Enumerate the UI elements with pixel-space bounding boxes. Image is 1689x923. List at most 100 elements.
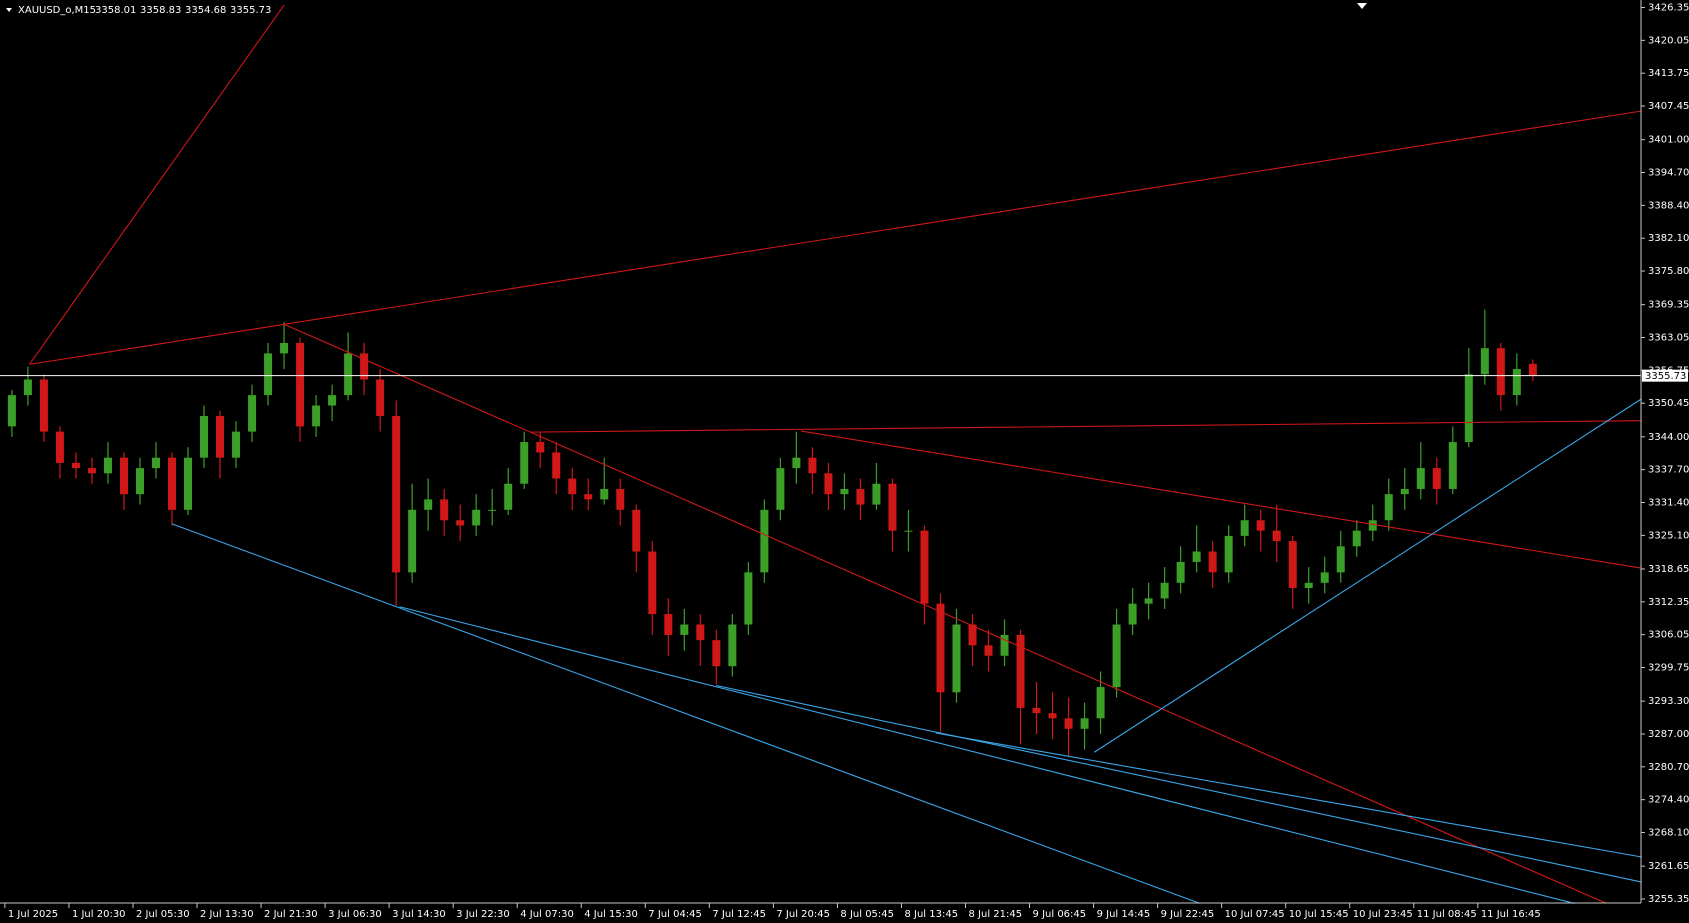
y-tick-label: 3287.00 [1648,729,1689,740]
x-tick-label: 11 Jul 16:45 [1481,909,1541,920]
candle-body [1176,561,1185,583]
candle-body [968,624,977,646]
y-tick-label: 3299.75 [1648,663,1689,674]
x-tick-label: 10 Jul 07:45 [1225,909,1285,920]
y-tick-label: 3369.35 [1648,300,1689,311]
candle-body [1000,634,1009,656]
y-tick-label: 3420.05 [1648,35,1689,46]
y-tick-label: 3274.40 [1648,795,1689,806]
candle-body [616,488,625,510]
candle-body [520,442,529,484]
y-tick-label: 3375.80 [1648,266,1689,277]
menu-arrow[interactable] [6,8,12,12]
candle-body [1480,348,1489,375]
candle-body [312,405,321,427]
candle-body [1304,582,1313,589]
candle-body [536,442,545,453]
candle-body [408,509,417,573]
candle-body [1496,348,1505,396]
candle-body [472,509,481,526]
x-tick-label: 7 Jul 04:45 [648,909,702,920]
trend-line [1093,398,1643,753]
candle-body [856,488,865,505]
candle-body [728,624,737,667]
candle-body [600,488,609,500]
candle-body [1512,369,1521,396]
trend-line [283,323,1607,904]
candle-body [103,457,112,474]
candle-body [1288,541,1297,589]
candle-body [568,478,577,495]
candle-body [760,509,769,573]
candle-body [1160,582,1169,599]
x-tick-label: 9 Jul 06:45 [1033,909,1087,920]
candle-body [680,624,689,635]
candle-body [119,457,128,495]
y-tick-label: 3312.35 [1648,597,1689,608]
x-tick-label: 7 Jul 20:45 [776,909,830,920]
candle-body [360,353,369,380]
candle-body [1080,718,1089,729]
candle-body [936,603,945,693]
candle-body [792,457,801,469]
candle-body [168,457,176,510]
candle-body [744,572,753,625]
candle-body [424,499,433,510]
candle-body [1224,535,1233,573]
y-tick-label: 3337.70 [1648,465,1689,476]
y-tick-label: 3306.05 [1648,630,1689,641]
candle-body [696,624,705,641]
y-tick-label: 3293.30 [1648,696,1689,707]
candle-body [1128,603,1137,625]
ohlc-high: 3358.83 [140,5,181,16]
y-tick-label: 3363.05 [1648,333,1689,344]
x-tick-label: 1 Jul 20:30 [72,909,126,920]
candle-body [7,395,16,427]
y-tick-label: 3255.35 [1648,894,1689,905]
trend-line [29,110,1642,365]
y-tick-label: 3407.45 [1648,101,1689,112]
candle-body [872,483,881,505]
x-tick-label: 4 Jul 07:30 [520,909,574,920]
candle-body [1352,530,1361,547]
ohlc-open: 3358.01 [95,5,136,16]
candle-body [200,415,209,458]
candle-body [984,645,993,656]
candle-body [824,473,833,495]
candle-body [1368,520,1377,531]
candle-body [39,379,48,432]
candle-body [1256,520,1265,531]
x-tick-label: 9 Jul 14:45 [1097,909,1151,920]
y-tick-label: 3388.40 [1648,200,1689,211]
candle-body [232,431,241,458]
y-tick-label: 3280.70 [1648,762,1689,773]
y-tick-label: 3426.35 [1648,3,1689,14]
candle-body [1528,363,1537,376]
x-tick-label: 10 Jul 15:45 [1289,909,1349,920]
candle-body [248,395,257,432]
candle-body [904,530,913,532]
candle-body [344,353,353,396]
candle-body [1400,488,1409,495]
candle-body [376,379,385,416]
candle-body [552,452,561,479]
candle-body [632,509,641,552]
shift-marker [1357,3,1367,9]
y-tick-label: 3331.40 [1648,498,1689,509]
candle-body [1272,530,1281,542]
trend-line [399,606,1575,904]
price-label-box [1642,369,1688,382]
x-tick-label: 8 Jul 21:45 [969,909,1023,920]
x-tick-label: 7 Jul 12:45 [712,909,766,920]
candle-body [216,415,225,458]
candle-body [1432,468,1441,489]
candle-body [1448,442,1457,489]
candle-body [888,483,897,531]
trend-line [801,430,1642,569]
x-tick-label: 2 Jul 21:30 [264,909,318,920]
candle-body [952,624,961,693]
candle-body [1032,707,1041,714]
candle-body [1192,551,1201,562]
candle-body [1048,713,1057,719]
